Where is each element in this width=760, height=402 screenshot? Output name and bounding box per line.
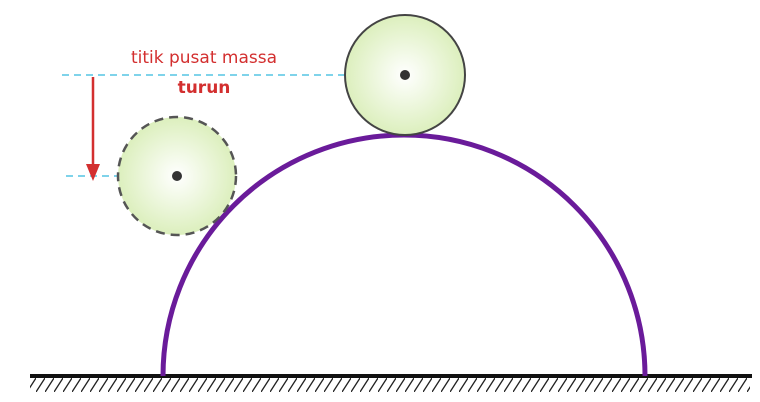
ball-lower-center-dot <box>172 171 182 181</box>
label-center-of-mass: titik pusat massa <box>131 48 277 68</box>
descent-arrow-head <box>86 164 100 181</box>
label-descends: turun <box>178 78 231 98</box>
ground-hatching <box>30 377 750 392</box>
ball-top-center-dot <box>400 70 410 80</box>
